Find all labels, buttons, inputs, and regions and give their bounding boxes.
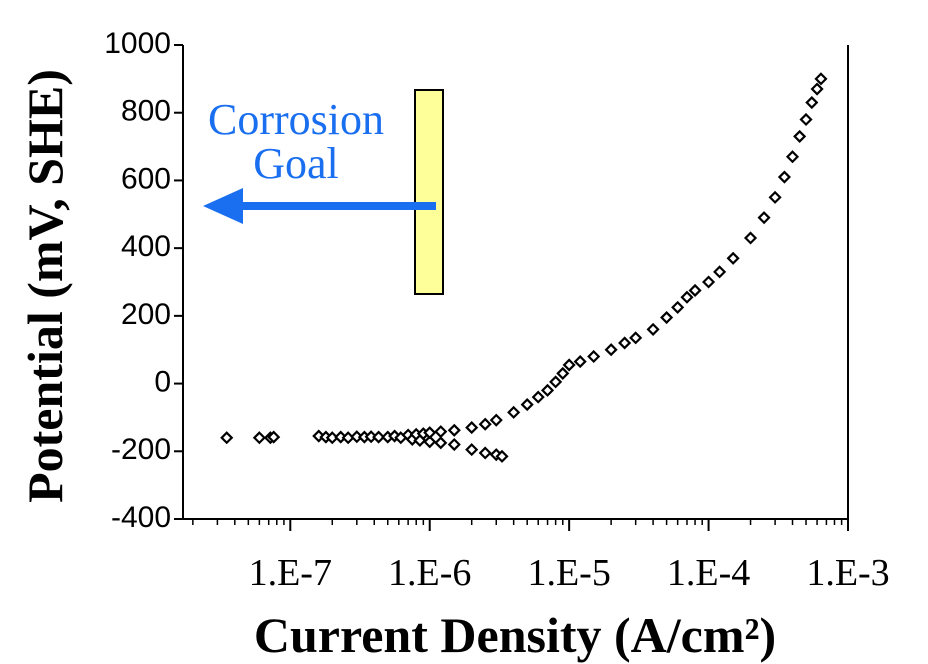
- point: [805, 96, 819, 110]
- point: [434, 436, 448, 450]
- point: [465, 421, 479, 435]
- point: [267, 430, 281, 444]
- y-tick-label: 400: [121, 230, 171, 263]
- goal-band: [414, 89, 444, 295]
- point: [531, 390, 545, 404]
- point: [220, 431, 234, 445]
- point: [799, 112, 813, 127]
- point: [793, 129, 807, 143]
- point: [507, 405, 521, 419]
- point: [252, 431, 266, 445]
- y-tick-label: 1000: [104, 27, 171, 60]
- annotation: Goal: [253, 139, 339, 188]
- point: [423, 435, 437, 449]
- point: [604, 343, 618, 357]
- point: [768, 190, 782, 204]
- point: [743, 231, 758, 245]
- point: [495, 449, 509, 463]
- point: [660, 310, 674, 325]
- arrow-head: [203, 188, 243, 224]
- point: [810, 82, 824, 96]
- point: [520, 398, 534, 412]
- point: [372, 430, 386, 444]
- x-tick-label: 1.E-7: [249, 552, 332, 594]
- y-tick-label: 800: [121, 95, 171, 128]
- point: [777, 170, 791, 184]
- x-tick-label: 1.E-4: [667, 552, 750, 594]
- x-axis-title: Current Density (A/cm²): [254, 607, 776, 663]
- y-tick-label: 0: [154, 365, 171, 398]
- point: [587, 349, 601, 364]
- point: [573, 355, 587, 369]
- point: [556, 366, 570, 380]
- point: [757, 211, 771, 225]
- point: [646, 322, 660, 336]
- point: [489, 413, 503, 427]
- y-tick-label: 600: [121, 162, 171, 195]
- point: [434, 425, 448, 439]
- x-tick-label: 1.E-6: [388, 552, 471, 594]
- point: [465, 443, 479, 457]
- point: [478, 446, 492, 460]
- point: [478, 417, 492, 431]
- point: [562, 358, 576, 372]
- point: [447, 437, 461, 452]
- point: [680, 290, 694, 304]
- point: [423, 426, 437, 440]
- x-tick-label: 1.E-5: [527, 552, 610, 594]
- y-tick-label: -200: [111, 433, 171, 466]
- point: [549, 375, 563, 389]
- point: [671, 300, 685, 314]
- point: [702, 275, 716, 289]
- point: [814, 72, 828, 86]
- x-tick-label: 1.E-3: [806, 552, 889, 594]
- y-tick-label: 200: [121, 298, 171, 331]
- annotation: Corrosion: [208, 95, 384, 144]
- point: [785, 150, 800, 164]
- point: [688, 283, 702, 298]
- point: [629, 331, 643, 345]
- point: [447, 423, 461, 437]
- point: [726, 251, 740, 265]
- point: [713, 265, 727, 279]
- y-axis-title: Potential (mV, SHE): [17, 69, 73, 503]
- point: [540, 383, 555, 397]
- point: [618, 336, 632, 350]
- y-tick-label: -400: [111, 501, 171, 534]
